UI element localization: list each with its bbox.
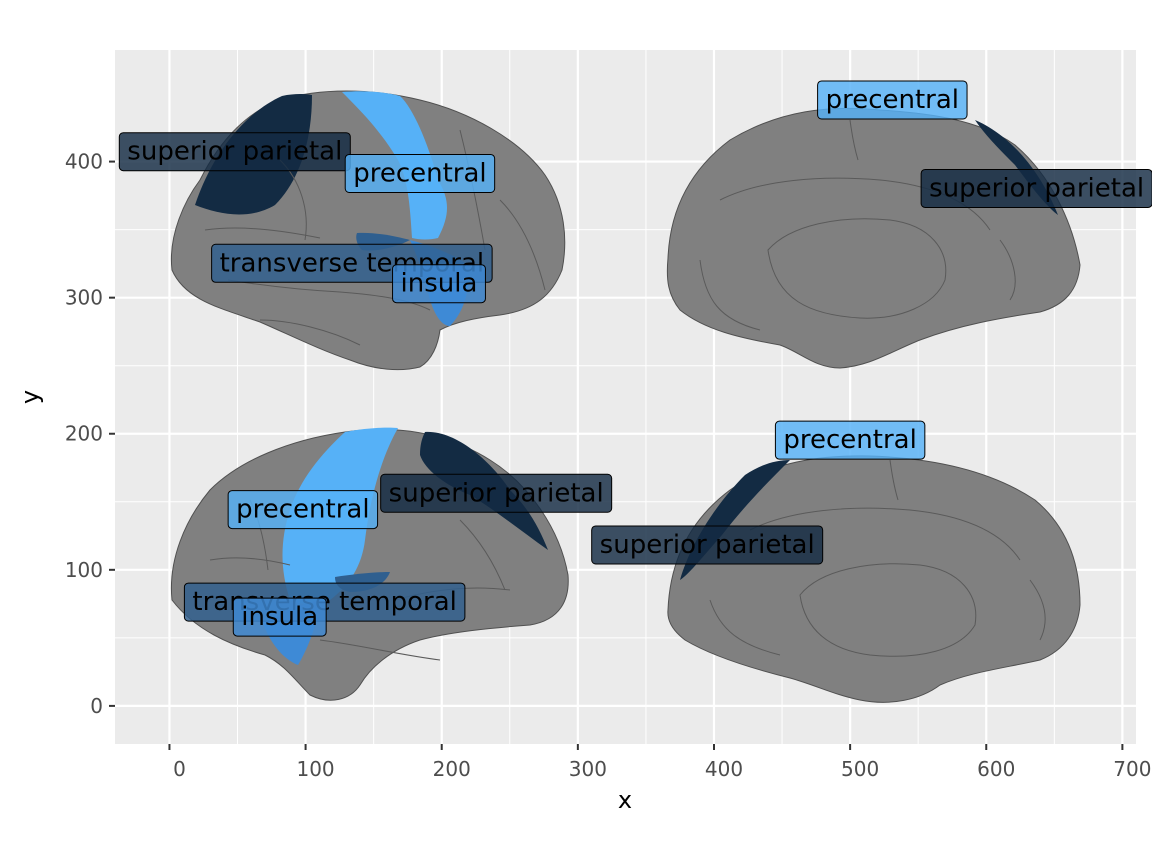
y-tick-label: 100 [65, 558, 103, 582]
x-tick-label: 700 [1113, 757, 1151, 781]
y-tick-label: 0 [90, 694, 103, 718]
region-label-box [118, 132, 351, 172]
y-axis-title: y [16, 390, 44, 404]
region-label-box [920, 168, 1152, 208]
region-label-box [380, 473, 613, 513]
x-tick-label: 100 [296, 757, 334, 781]
x-tick-label: 400 [705, 757, 743, 781]
y-axis: 0 100 200 300 400 [65, 150, 115, 718]
region-label-text: insula [401, 269, 478, 299]
region-label-text: precentral [236, 495, 369, 525]
x-tick-label: 600 [977, 757, 1015, 781]
y-tick-label: 200 [65, 422, 103, 446]
region-label-box [817, 80, 968, 120]
region-label: insula [232, 597, 327, 637]
region-label-text: precentral [826, 85, 959, 115]
precentral-region [342, 91, 447, 240]
region-label-text: superior parietal [389, 478, 604, 508]
region-label-box [774, 420, 926, 460]
x-tick-label: 200 [433, 757, 471, 781]
y-tick-label: 300 [65, 286, 103, 310]
region-label-text: superior parietal [929, 173, 1144, 203]
region-label: superior parietal [380, 473, 613, 513]
x-axis: 0 100 200 300 400 500 600 700 [168, 744, 1151, 781]
region-label-box [392, 264, 486, 304]
region-label: superior parietal [118, 132, 351, 172]
region-label-box [232, 597, 327, 637]
region-label: precentral [227, 490, 379, 530]
x-tick-label: 0 [173, 757, 186, 781]
region-label-text: precentral [353, 158, 486, 188]
region-label: superior parietal [591, 525, 824, 565]
region-label-text: superior parietal [600, 530, 815, 560]
region-label-box [344, 153, 496, 193]
region-label-text: superior parietal [127, 137, 342, 167]
x-axis-title: x [618, 786, 632, 814]
region-label-text: precentral [783, 425, 916, 455]
region-label-box [227, 490, 379, 530]
region-label-text: insula [241, 602, 318, 632]
region-label: superior parietal [920, 168, 1152, 208]
x-tick-label: 300 [569, 757, 607, 781]
x-tick-label: 500 [841, 757, 879, 781]
region-label-box [591, 525, 824, 565]
y-tick-label: 400 [65, 150, 103, 174]
region-label: insula [392, 264, 486, 304]
region-label: precentral [817, 80, 968, 120]
region-label: precentral [344, 153, 496, 193]
region-label: precentral [774, 420, 926, 460]
